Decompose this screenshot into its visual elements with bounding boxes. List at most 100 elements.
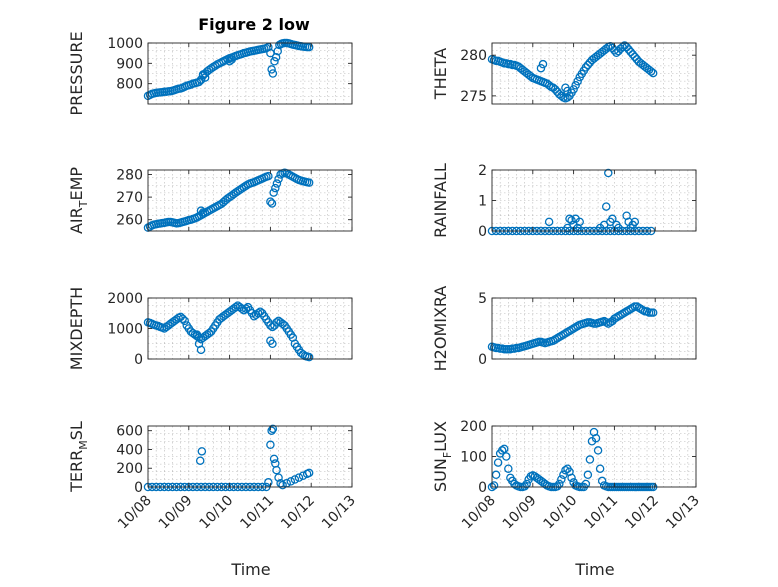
- data-point: [648, 68, 658, 78]
- x-tick-label: 10/13: [663, 493, 703, 533]
- data-point: [266, 440, 275, 450]
- data-point: [267, 426, 276, 435]
- data-point: [197, 447, 207, 456]
- data-point: [573, 76, 582, 86]
- data-point: [304, 178, 314, 187]
- y-axis-label-tail: LUX: [431, 421, 450, 452]
- data-point: [271, 183, 280, 193]
- axis-box: [491, 297, 697, 360]
- plot-area: [148, 426, 352, 487]
- y-axis-label-tail: SL: [67, 421, 86, 440]
- y-tick-label: 0: [134, 352, 143, 368]
- data-point: [196, 345, 206, 355]
- data-point: [571, 81, 580, 90]
- data-point: [591, 433, 601, 443]
- y-tick-label: 0: [134, 480, 143, 496]
- data-point: [520, 482, 529, 491]
- data-point: [628, 50, 638, 59]
- data-point: [294, 473, 304, 482]
- data-point: [266, 197, 275, 206]
- data-point: [522, 479, 531, 489]
- y-tick-label: 0: [478, 224, 487, 240]
- data-point: [569, 85, 578, 94]
- y-tick-label: 5: [478, 291, 487, 307]
- y-axis-label-subscript: F: [441, 452, 454, 458]
- y-tick-label: 1000: [107, 36, 143, 52]
- data-point: [237, 304, 247, 313]
- data-point: [604, 168, 613, 178]
- axis-box: [147, 425, 353, 488]
- data-point: [567, 216, 576, 225]
- data-point: [304, 352, 314, 362]
- x-tick-label: 10/13: [319, 493, 359, 533]
- data-point: [304, 468, 314, 478]
- y-tick-label: 275: [460, 89, 487, 105]
- x-tick-label: 10/11: [581, 493, 621, 533]
- axis-box: [491, 42, 697, 105]
- data-point: [270, 57, 279, 66]
- y-axis-label-subscript: M: [77, 440, 90, 450]
- data-point: [192, 330, 202, 339]
- y-tick-label: 0: [478, 480, 487, 496]
- data-point: [608, 214, 617, 224]
- panel-pressure: 800 900 1000 PRESSURE: [67, 31, 353, 116]
- data-point: [544, 217, 554, 227]
- y-axis-label-main: SUN: [431, 458, 450, 492]
- data-point: [196, 206, 206, 215]
- data-point: [180, 316, 189, 326]
- data-point: [583, 470, 593, 480]
- y-axis-label-main: MIXDEPTH: [67, 287, 86, 370]
- y-tick-label: 270: [116, 190, 143, 206]
- data-point: [267, 199, 277, 208]
- data-point: [286, 477, 296, 486]
- data-point: [536, 63, 546, 73]
- data-point: [553, 482, 562, 491]
- data-point: [272, 318, 281, 327]
- data-point: [624, 45, 633, 54]
- y-axis-label-main: RAINFALL: [431, 163, 450, 238]
- data-point: [269, 188, 278, 197]
- panel-theta: 275 280 THETA: [431, 41, 697, 105]
- data-point: [268, 69, 278, 78]
- data-point: [561, 465, 570, 475]
- data-point: [268, 424, 278, 434]
- y-tick-label: 900: [116, 56, 143, 72]
- data-point: [178, 314, 187, 323]
- data-point: [497, 446, 507, 455]
- panel-air-emp: 260 270 280 AIRTEMP: [67, 167, 353, 234]
- y-tick-label: 280: [460, 48, 487, 64]
- data-point: [593, 446, 603, 455]
- data-point: [581, 479, 591, 489]
- data-point: [266, 48, 275, 58]
- data-point: [269, 454, 279, 464]
- data-point: [200, 73, 210, 82]
- y-tick-label: 280: [116, 168, 143, 184]
- data-point: [581, 63, 591, 72]
- panel-mixdepth: 0 1000 2000 MIXDEPTH: [67, 287, 353, 370]
- x-tick-label: 10/09: [500, 493, 540, 533]
- data-point: [646, 67, 656, 76]
- y-axis-label: SUNFLUX: [431, 421, 454, 492]
- data-point: [274, 174, 283, 184]
- data-point: [225, 57, 234, 66]
- data-point: [563, 93, 572, 102]
- y-tick-label: 0: [478, 352, 487, 368]
- data-point: [264, 171, 273, 181]
- data-point: [502, 452, 511, 461]
- x-axis-label-right: Time: [574, 560, 614, 579]
- data-point: [583, 60, 593, 70]
- data-point: [198, 208, 208, 217]
- y-axis-label: TERRMSL: [67, 421, 90, 493]
- data-point: [271, 52, 281, 62]
- data-point: [601, 202, 611, 211]
- y-tick-label: 800: [116, 77, 143, 93]
- data-point: [575, 217, 584, 227]
- data-point: [585, 455, 595, 464]
- y-tick-label: 2000: [107, 291, 143, 307]
- y-tick-label: 1: [478, 194, 487, 210]
- data-point: [274, 473, 283, 482]
- y-axis-label: AIRTEMP: [67, 167, 90, 234]
- data-point: [555, 479, 564, 489]
- data-point: [595, 464, 605, 473]
- data-point: [304, 42, 314, 52]
